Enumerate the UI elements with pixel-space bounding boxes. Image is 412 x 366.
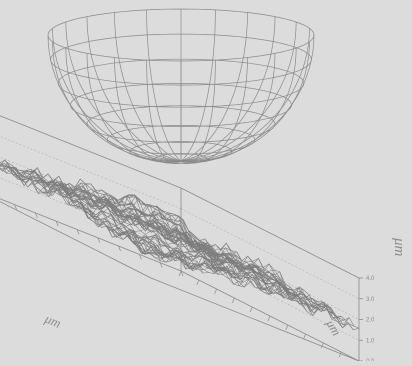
x-tick-mark bbox=[55, 221, 59, 227]
hemisphere-meridian bbox=[65, 21, 182, 162]
y-tick-mark bbox=[214, 288, 217, 295]
x-tick-mark bbox=[14, 204, 17, 210]
x-tick-mark bbox=[118, 245, 121, 252]
plot-box-edge bbox=[0, 198, 182, 272]
y-tick-mark bbox=[267, 315, 271, 322]
y-tick-mark bbox=[285, 324, 289, 331]
hemisphere-meridian bbox=[114, 12, 182, 162]
y-tick-mark bbox=[338, 351, 342, 358]
x-tick-mark bbox=[180, 270, 184, 277]
hemisphere-meridian bbox=[180, 21, 297, 162]
surface-mesh-line bbox=[0, 167, 175, 256]
hemisphere-meridian bbox=[180, 9, 216, 162]
plot-grid-line bbox=[0, 136, 182, 209]
y-tick-mark bbox=[178, 270, 182, 277]
hemisphere-meridian bbox=[180, 53, 276, 163]
z-tick-label: 1.0 bbox=[366, 338, 375, 344]
y-axis-unit: μm bbox=[323, 316, 344, 338]
plot-grid-line bbox=[180, 229, 360, 320]
surface-mesh-line bbox=[126, 231, 335, 314]
surface-mesh-line bbox=[0, 162, 152, 246]
hemisphere-wireframe bbox=[47, 8, 315, 165]
surface-mesh-line bbox=[27, 180, 236, 266]
plot-box-edge bbox=[0, 201, 152, 279]
hemisphere-meridian bbox=[146, 60, 182, 164]
hemisphere-meridian bbox=[180, 34, 315, 162]
hemisphere-meridian bbox=[86, 16, 182, 162]
surface-mesh-line bbox=[145, 241, 355, 329]
x-tick-mark bbox=[76, 229, 80, 235]
plot-grid-line bbox=[180, 208, 360, 299]
y-tick-mark bbox=[321, 342, 324, 349]
y-tick-mark bbox=[196, 279, 200, 286]
z-tick-label: 4.0 bbox=[366, 276, 375, 282]
y-tick-mark bbox=[303, 333, 306, 340]
hemisphere-meridian bbox=[180, 41, 310, 162]
hemisphere-meridian bbox=[47, 34, 182, 162]
x-tick-mark bbox=[35, 212, 38, 219]
y-tick-mark bbox=[232, 297, 235, 304]
hemisphere-meridian bbox=[180, 12, 248, 162]
hemisphere-meridian bbox=[86, 53, 182, 163]
hemisphere-meridian bbox=[65, 47, 182, 162]
plot-box-edge bbox=[150, 277, 360, 362]
hemisphere-meridian bbox=[52, 28, 182, 162]
surface-mesh-line bbox=[0, 165, 157, 249]
hemisphere-meridian bbox=[180, 28, 310, 162]
hemisphere-meridian bbox=[146, 9, 182, 162]
surface-mesh-line bbox=[130, 229, 340, 322]
x-axis-unit: μm bbox=[42, 310, 63, 330]
plot-box-edge bbox=[180, 187, 360, 279]
x-tick-mark bbox=[139, 254, 142, 260]
hemisphere-meridian bbox=[52, 41, 182, 162]
surface-mesh-line bbox=[140, 237, 350, 326]
z-tick-label: 3.0 bbox=[366, 297, 375, 303]
x-tick-mark bbox=[159, 262, 163, 268]
surface-mesh-line bbox=[150, 242, 360, 331]
hemisphere-meridian bbox=[180, 57, 248, 164]
x-tick-mark bbox=[97, 237, 101, 243]
surface-mesh-line bbox=[174, 227, 354, 330]
z-tick-label: 2.0 bbox=[366, 318, 375, 324]
surface-wireframe bbox=[0, 159, 360, 331]
hemisphere-meridian bbox=[180, 16, 276, 162]
y-tick-mark bbox=[249, 306, 253, 313]
z-axis-unit: μm bbox=[391, 237, 407, 257]
hemisphere-meridian bbox=[180, 60, 216, 164]
plot-box-edge bbox=[0, 115, 182, 189]
surface-mesh-line bbox=[0, 163, 163, 259]
